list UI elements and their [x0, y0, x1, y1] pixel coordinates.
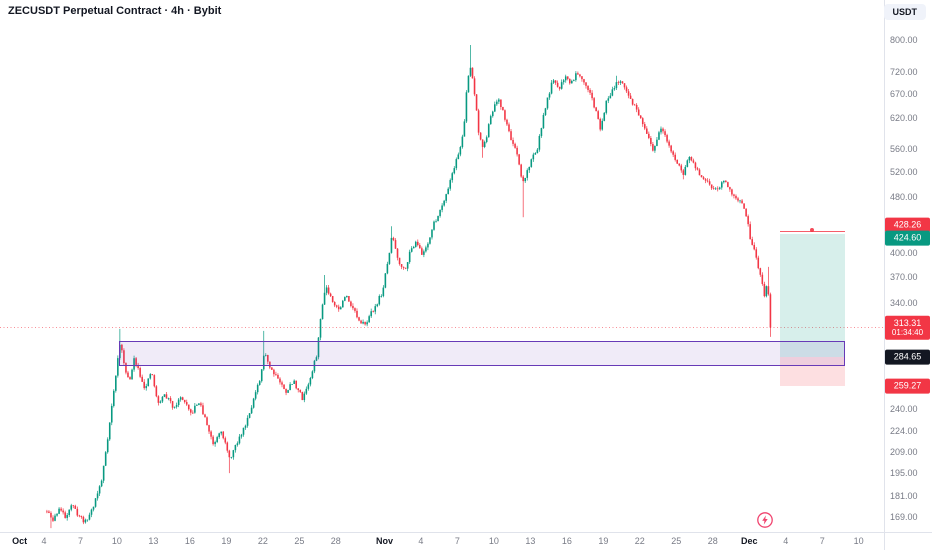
- long-position-profit-zone[interactable]: [779, 234, 846, 358]
- symbol-title[interactable]: ZECUSDT Perpetual Contract · 4h · Bybit: [8, 5, 222, 17]
- time-tick-label: Nov: [375, 536, 393, 546]
- price-tick-label: 209.00: [890, 446, 918, 457]
- lightning-circle-icon[interactable]: [756, 511, 774, 529]
- time-tick-label: 4: [783, 536, 789, 546]
- price-tick-label: 169.00: [890, 512, 918, 523]
- price-tick-label: 400.00: [890, 247, 918, 258]
- position-stop-label: 259.27: [885, 378, 930, 394]
- currency-toggle-button[interactable]: USDT: [883, 4, 926, 20]
- price-tick-label: 520.00: [890, 167, 918, 178]
- price-tick-label: 620.00: [890, 113, 918, 124]
- time-tick-label: 19: [221, 536, 232, 546]
- time-tick-label: 22: [257, 536, 268, 546]
- price-tick-label: 560.00: [890, 144, 918, 155]
- time-tick-label: 28: [330, 536, 341, 546]
- time-tick-label: 28: [707, 536, 718, 546]
- time-tick-label: 7: [819, 536, 825, 546]
- price-tick-label: 181.00: [890, 491, 918, 501]
- time-tick-label: 7: [454, 536, 460, 546]
- time-tick-label: Dec: [740, 536, 758, 546]
- price-tick-label: 340.00: [890, 297, 918, 308]
- time-tick-label: 10: [488, 536, 499, 546]
- price-line-handle[interactable]: [810, 227, 815, 232]
- time-tick-label: 19: [598, 536, 609, 546]
- time-tick-label: 4: [418, 536, 424, 546]
- last-price-label: 313.31 01:34:40: [885, 315, 930, 340]
- position-target-label: 424.60: [885, 230, 930, 246]
- price-tick-label: 800.00: [890, 35, 918, 45]
- price-tick-label: 720.00: [890, 67, 918, 78]
- lightning-bolt-glyph: [757, 512, 773, 528]
- price-tick-label: 370.00: [890, 271, 918, 282]
- time-axis-border: [0, 532, 932, 533]
- time-tick-label: 16: [561, 536, 572, 546]
- time-tick-label: 10: [853, 536, 864, 546]
- support-zone-rectangle[interactable]: [119, 341, 846, 366]
- time-tick-label: 25: [294, 536, 305, 546]
- price-axis-border: [884, 0, 885, 550]
- time-tick-label: 25: [671, 536, 682, 546]
- price-tick-label: 224.00: [890, 425, 918, 436]
- time-tick-label: 13: [148, 536, 159, 546]
- time-tick-label: 4: [41, 536, 47, 546]
- time-tick-label: 16: [184, 536, 195, 546]
- tp-price-line-label: 428.26: [885, 217, 930, 233]
- candlestick-chart-canvas[interactable]: [0, 0, 884, 532]
- price-tick-label: 670.00: [890, 89, 918, 100]
- price-tick-label: 240.00: [890, 404, 918, 415]
- time-tick-label: Oct: [12, 536, 28, 546]
- position-entry-label: 284.65: [885, 349, 930, 365]
- time-tick-label: 13: [525, 536, 536, 546]
- time-tick-label: 10: [111, 536, 122, 546]
- long-position-loss-zone[interactable]: [779, 357, 846, 386]
- price-tick-label: 195.00: [890, 468, 918, 479]
- time-tick-label: 7: [77, 536, 83, 546]
- price-tick-label: 480.00: [890, 191, 918, 202]
- time-tick-label: 22: [634, 536, 645, 546]
